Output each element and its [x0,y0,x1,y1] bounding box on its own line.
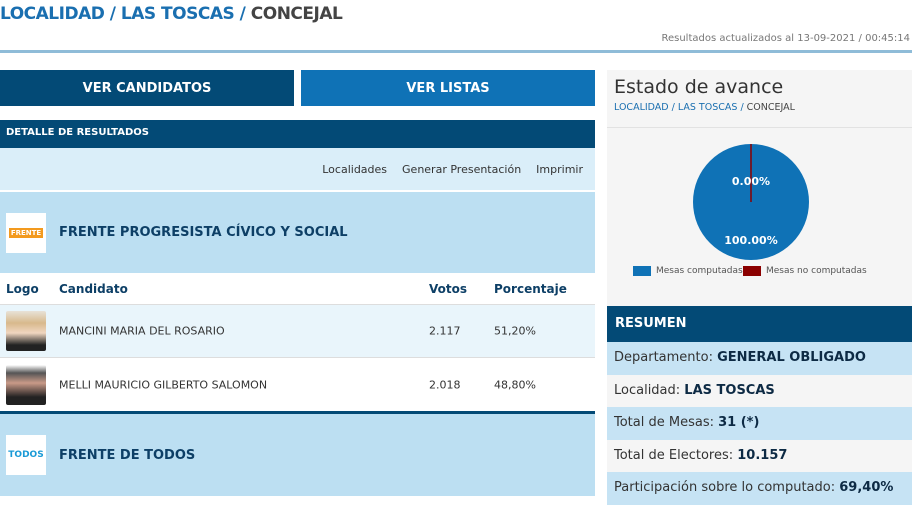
breadcrumb-sep: / [234,4,251,24]
detail-header: DETALLE DE RESULTADOS [0,120,595,148]
col-porcentaje: Porcentaje [494,281,567,296]
table-row: MANCINI MARIA DEL ROSARIO 2.117 51,20% [0,305,595,358]
col-logo: Logo [6,281,39,296]
resumen-electores: Total de Electores: 10.157 [607,440,912,473]
legend-swatch [743,266,761,276]
label: Departamento: [614,350,718,365]
value: GENERAL OBLIGADO [717,350,866,365]
ver-candidatos-button[interactable]: VER CANDIDATOS [0,70,294,106]
bc-current: CONCEJAL [746,102,795,113]
breadcrumb-las-toscas[interactable]: LAS TOSCAS [120,4,235,24]
imprimir-link[interactable]: Imprimir [536,162,583,176]
label: Localidad: [614,382,685,398]
estado-panel: Estado de avance LOCALIDAD / LAS TOSCAS … [607,70,912,505]
localidades-link[interactable]: Localidades [322,162,388,176]
candidate-name: MELLI MAURICIO GILBERTO SALOMON [59,378,268,391]
resumen-departamento: Departamento: GENERAL OBLIGADO [607,342,912,375]
value: 10.157 [737,447,788,463]
label-computadas: 100.00% [724,234,777,247]
candidate-photo [6,364,46,405]
links-bar: Localidades Generar Presentación Imprimi… [0,148,595,190]
party-row: FRENTE FRENTE PROGRESISTA CÍVICO Y SOCIA… [0,192,595,273]
legend-no-computadas[interactable]: Mesas no computadas [743,266,867,276]
candidate-photo [6,311,46,351]
candidate-percent: 48,80% [494,378,536,391]
breadcrumb-sep: / [104,4,121,24]
estado-title: Estado de avance [614,76,784,98]
breadcrumb-localidad[interactable]: LOCALIDAD [0,4,105,24]
table-row: MELLI MAURICIO GILBERTO SALOMON 2.018 48… [0,358,595,414]
update-timestamp: Resultados actualizados al 13-09-2021 / … [661,33,910,44]
value: 31 [718,415,737,430]
value: 69,40% [839,480,894,495]
resumen-localidad: Localidad: LAS TOSCAS [607,375,912,408]
logo-text: FRENTE [8,227,44,238]
divider [0,50,912,53]
candidate-votes: 2.117 [429,324,461,338]
party-name: FRENTE PROGRESISTA CÍVICO Y SOCIAL [59,225,348,240]
pie-chart: 100.00% 0.00% [693,144,809,260]
label: Total de Electores: [614,447,738,463]
breadcrumb: LOCALIDAD / LAS TOSCAS / CONCEJAL [0,4,343,24]
bc-las-toscas[interactable]: LAS TOSCAS [677,102,738,113]
label: Participación sobre lo computado: [614,480,840,495]
candidate-name: MANCINI MARIA DEL ROSARIO [59,324,225,338]
divider [607,127,912,128]
col-votos: Votos [429,281,467,296]
value: LAS TOSCAS [684,382,775,398]
legend-computadas[interactable]: Mesas computadas [633,266,743,276]
party-name: FRENTE DE TODOS [59,447,196,463]
resumen-participacion: Participación sobre lo computado: 69,40% [607,472,912,505]
party-logo: FRENTE [6,212,46,253]
generar-presentacion-link[interactable]: Generar Presentación [402,162,522,176]
legend-label: Mesas computadas [656,266,743,276]
party-logo: TODOS [6,435,46,475]
legend-label: Mesas no computadas [766,266,867,276]
candidate-votes: 2.018 [429,378,461,391]
label-no-computadas: 0.00% [732,175,770,188]
resumen-header: RESUMEN [607,306,912,342]
legend-swatch [633,266,651,276]
table-header: Logo Candidato Votos Porcentaje [0,273,595,305]
breadcrumb-current: CONCEJAL [250,4,343,24]
col-candidato: Candidato [59,281,128,296]
resumen-mesas: Total de Mesas: 31 (*) [607,407,912,440]
logo-text: TODOS [8,450,44,460]
party-row: TODOS FRENTE DE TODOS [0,414,595,496]
ver-listas-button[interactable]: VER LISTAS [301,70,595,106]
estado-breadcrumb: LOCALIDAD / LAS TOSCAS / CONCEJAL [614,102,795,113]
bc-localidad[interactable]: LOCALIDAD [614,102,669,113]
suffix: (*) [736,415,760,430]
label: Total de Mesas: [614,415,719,430]
candidate-percent: 51,20% [494,324,536,338]
